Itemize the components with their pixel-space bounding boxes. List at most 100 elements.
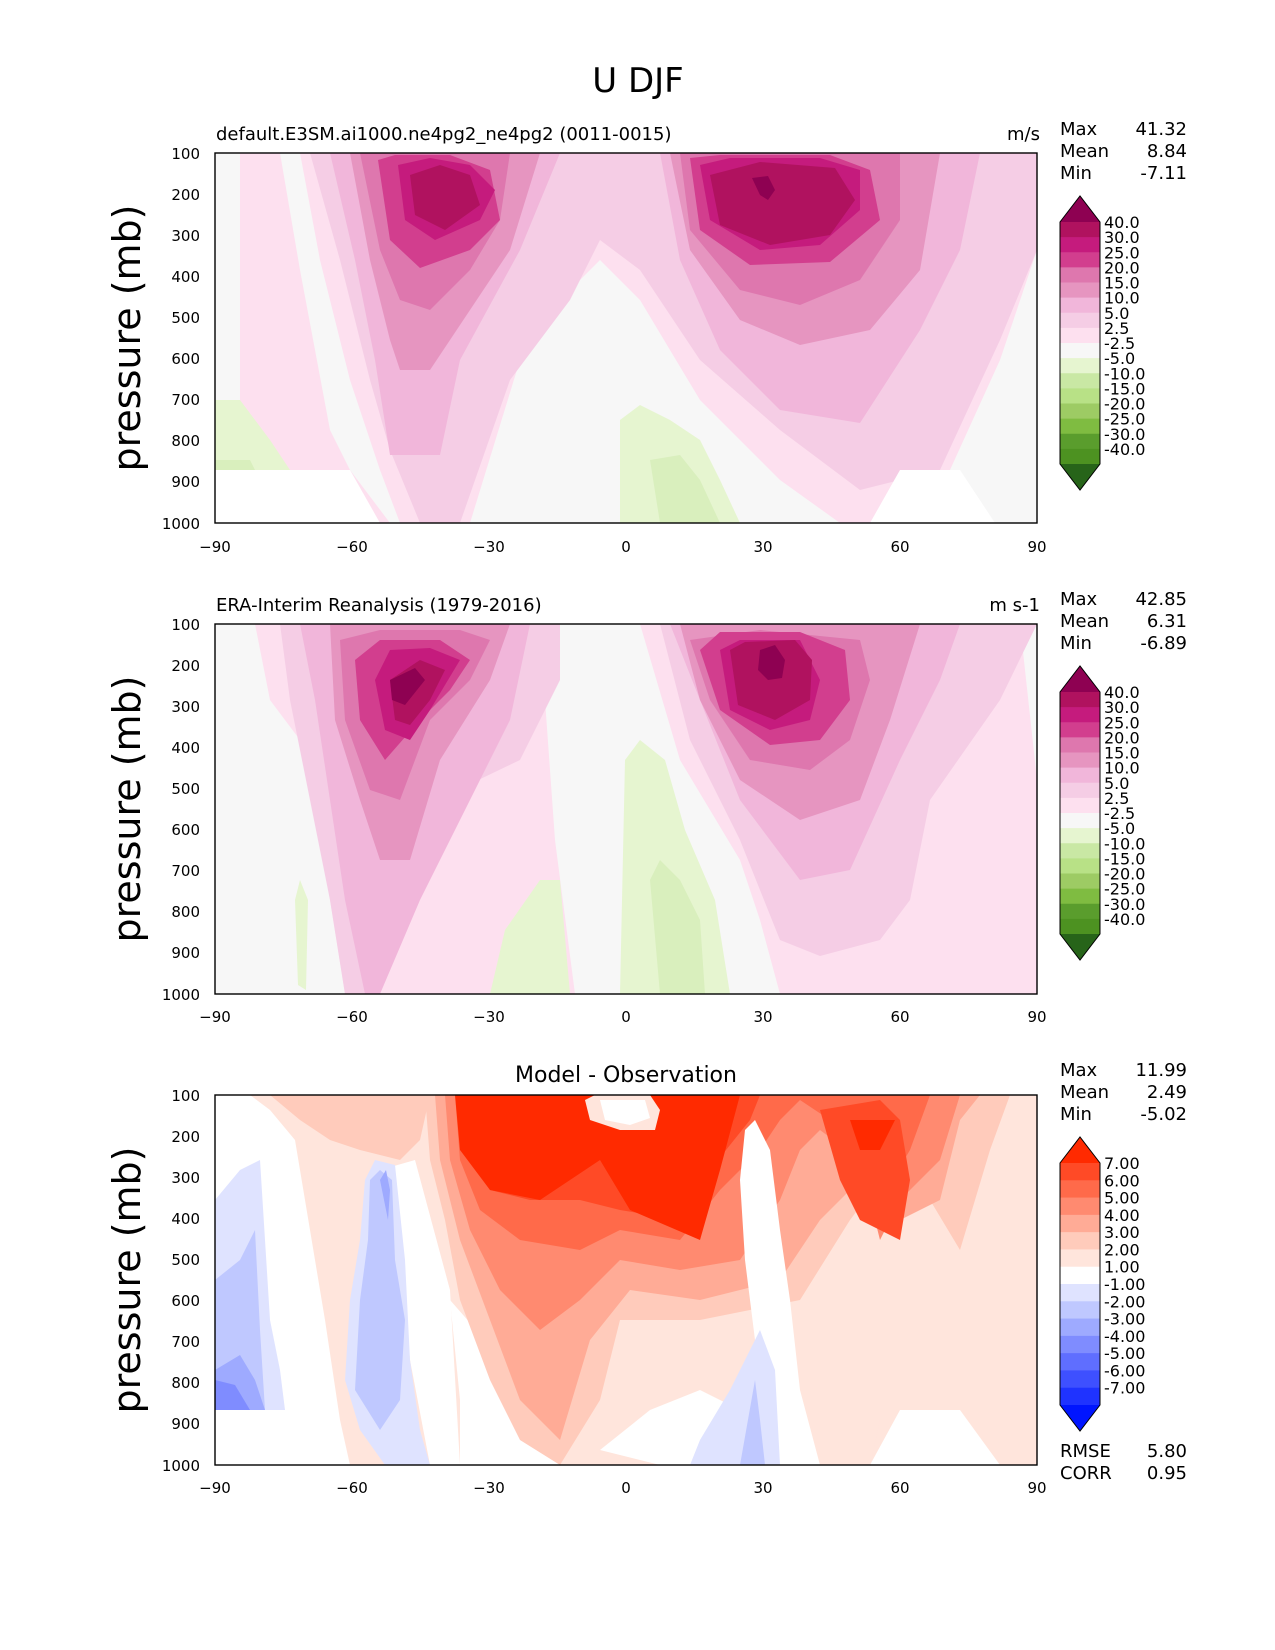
colorbar-swatch: [1060, 433, 1100, 450]
colorbar-swatch: [1060, 1318, 1100, 1337]
metric-value: 0.95: [1147, 1463, 1187, 1484]
xtick-label: −90: [199, 538, 231, 556]
stat-label: Min: [1060, 1104, 1092, 1125]
colorbar-outline: [1059, 1136, 1101, 1432]
colorbar-label: -40.0: [1104, 910, 1145, 929]
panel-model-title: default.E3SM.ai1000.ne4pg2_ne4pg2 (0011-…: [216, 124, 671, 145]
colorbar-extend-bottom: [1060, 934, 1100, 960]
panel-diff: Model - Observation pressure (mb): [105, 1060, 1187, 1497]
colorbar-label: 40.0: [1104, 213, 1140, 232]
panel-obs-colorbar: 40.030.025.020.015.010.05.02.5-2.5-5.0-1…: [1059, 665, 1145, 961]
stat-label: Max: [1060, 589, 1098, 610]
xtick-label: 90: [1027, 1479, 1046, 1497]
ytick-label: 900: [171, 473, 200, 491]
ytick-label: 600: [171, 1292, 200, 1310]
colorbar-label: 5.0: [1104, 304, 1129, 323]
colorbar-swatch: [1060, 388, 1100, 404]
colorbar-swatch: [1060, 782, 1100, 799]
colorbar-extend-top: [1060, 1137, 1100, 1163]
panel-obs-field: [215, 624, 1037, 994]
colorbar-label: 30.0: [1104, 698, 1140, 717]
xtick-label: −30: [473, 1008, 505, 1026]
stat-label: Mean: [1060, 141, 1109, 162]
colorbar-swatch: [1060, 237, 1100, 253]
colorbar-label: -10.0: [1104, 834, 1145, 853]
colorbar-label: 2.5: [1104, 319, 1129, 338]
ytick-label: 300: [171, 1169, 200, 1187]
colorbar-label: -30.0: [1104, 895, 1145, 914]
colorbar-label: 40.0: [1104, 683, 1140, 702]
ytick-label: 600: [171, 821, 200, 839]
colorbar-label: -4.00: [1104, 1327, 1145, 1346]
xtick-label: 30: [753, 538, 772, 556]
panel-diff-title: Model - Observation: [515, 1063, 737, 1088]
colorbar-swatch: [1060, 1335, 1100, 1354]
colorbar-label: 25.0: [1104, 713, 1140, 732]
panel-obs-stats: Max 42.85 Mean 6.31 Min -6.89: [1060, 589, 1187, 654]
xtick-label: 90: [1027, 1008, 1046, 1026]
stat-label: Min: [1060, 633, 1092, 654]
colorbar-label: -15.0: [1104, 849, 1145, 868]
xtick-label: −90: [199, 1479, 231, 1497]
colorbar-label: -25.0: [1104, 880, 1145, 899]
colorbar-swatch: [1060, 873, 1100, 890]
colorbar-swatch: [1060, 1197, 1100, 1216]
stat-value: -5.02: [1140, 1104, 1187, 1125]
stat-value: 8.84: [1147, 141, 1187, 162]
colorbar-swatch: [1060, 767, 1100, 784]
panel-diff-colorbar: 7.006.005.004.003.002.001.00-1.00-2.00-3…: [1059, 1136, 1145, 1432]
colorbar-swatch: [1060, 1387, 1100, 1406]
stat-value: -7.11: [1140, 163, 1187, 184]
colorbar-outline: [1059, 195, 1101, 491]
ytick-label: 400: [171, 1210, 200, 1228]
panel-model-units: m/s: [1007, 124, 1040, 145]
xtick-label: 0: [621, 1008, 631, 1026]
colorbar-swatch: [1060, 343, 1100, 359]
ytick-label: 700: [171, 391, 200, 409]
panel-model-frame: [214, 152, 1038, 524]
colorbar-label: 4.00: [1104, 1206, 1140, 1225]
ytick-label: 700: [171, 862, 200, 880]
colorbar-swatch: [1060, 737, 1100, 753]
colorbar-extend-top: [1060, 196, 1100, 222]
colorbar-label: 5.00: [1104, 1189, 1140, 1208]
colorbar-swatch: [1060, 448, 1100, 465]
colorbar-label: -40.0: [1104, 440, 1145, 459]
colorbar-label: -15.0: [1104, 379, 1145, 398]
ytick-label: 900: [171, 944, 200, 962]
colorbar-swatch: [1060, 1370, 1100, 1389]
xtick-label: 30: [753, 1008, 772, 1026]
ytick-label: 400: [171, 739, 200, 757]
panel-diff-metrics: RMSE 5.80 CORR 0.95: [1060, 1441, 1187, 1484]
ytick-label: 800: [171, 903, 200, 921]
stat-value: 6.31: [1147, 611, 1187, 632]
colorbar-label: -1.00: [1104, 1275, 1145, 1294]
panel-diff-frame: [214, 1094, 1038, 1466]
xtick-label: −60: [336, 1479, 368, 1497]
panel-obs-title: ERA-Interim Reanalysis (1979-2016): [216, 595, 542, 616]
ytick-label: 500: [171, 309, 200, 327]
colorbar-swatch: [1060, 918, 1100, 935]
xtick-label: 60: [890, 1008, 909, 1026]
panel-model-axes: −90 −60 −30 0 30 60 90 100 200 300 400 5…: [162, 145, 1047, 556]
ytick-label: 300: [171, 698, 200, 716]
ytick-label: 100: [171, 616, 200, 634]
colorbar-swatch: [1060, 722, 1100, 738]
xtick-label: −60: [336, 538, 368, 556]
colorbar-label: -25.0: [1104, 410, 1145, 429]
colorbar-swatch: [1060, 813, 1100, 829]
colorbar-swatch: [1060, 707, 1100, 723]
colorbar-swatch: [1060, 1232, 1100, 1250]
xtick-label: 60: [890, 538, 909, 556]
ytick-label: 1000: [162, 1457, 200, 1475]
metric-label: RMSE: [1060, 1441, 1111, 1462]
metric-value: 5.80: [1147, 1441, 1187, 1462]
panel-obs-units: m s-1: [989, 595, 1040, 616]
colorbar-label: -2.00: [1104, 1292, 1145, 1311]
colorbar-swatch: [1060, 1214, 1100, 1233]
colorbar-label: 20.0: [1104, 728, 1140, 747]
panel-model-stats: Max 41.32 Mean 8.84 Min -7.11: [1060, 119, 1187, 184]
ytick-label: 800: [171, 1374, 200, 1392]
panel-diff-stats: Max 11.99 Mean 2.49 Min -5.02: [1060, 1060, 1187, 1125]
xtick-label: −90: [199, 1008, 231, 1026]
